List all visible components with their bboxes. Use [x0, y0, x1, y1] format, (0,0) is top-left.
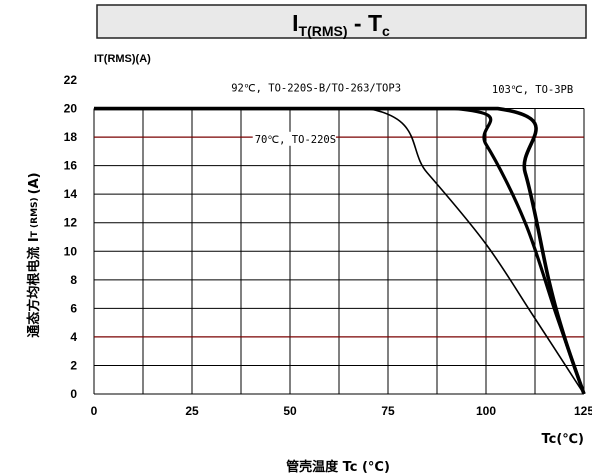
- x-tick-label: 100: [476, 404, 496, 418]
- y-tick-label: 20: [64, 102, 78, 116]
- grid: [93, 108, 585, 395]
- y-tick-label: 0: [70, 387, 77, 401]
- y-tick-label: 10: [64, 244, 78, 258]
- x-tick-label: 0: [91, 404, 98, 418]
- annotation-background: [229, 80, 405, 95]
- series-line-1: [94, 107, 585, 395]
- x-axis-title: 管壳温度 Tc (°C): [286, 459, 390, 475]
- x-tick-label: 50: [283, 404, 297, 418]
- title-box: [96, 4, 587, 39]
- x-tick-labels: 0 25 50 75 100 125: [91, 404, 592, 418]
- y-axis-title: 通态方均根电流 IT (RMS) (A): [26, 172, 42, 337]
- y-axis-title-main: 通态方均根电流 I: [26, 237, 42, 337]
- y-tick-label: 14: [64, 187, 78, 201]
- y-tick-label: 2: [70, 358, 77, 372]
- chart-title: IT(RMS) - Tc: [96, 4, 587, 39]
- annotation-label-2: 103℃, TO-3PB: [492, 84, 573, 96]
- x-tick-label: 25: [185, 404, 199, 418]
- title-main2: T: [368, 10, 382, 36]
- y-axis-title-unit: (A): [27, 172, 42, 194]
- title-text: IT(RMS) - Tc: [292, 10, 390, 39]
- y-tick-label: 16: [64, 159, 78, 173]
- x-tick-label: 125: [574, 404, 592, 418]
- x-tick-label: 75: [381, 404, 395, 418]
- y-tick-label: 18: [64, 130, 78, 144]
- y-tick-label: 22: [64, 73, 78, 87]
- title-sep: -: [348, 10, 368, 36]
- series-line-3: [94, 106, 586, 395]
- title-main: I: [292, 10, 298, 36]
- x-unit-label: Tc(℃): [542, 432, 584, 447]
- title-sub2: c: [382, 23, 390, 39]
- y-tick-label: 8: [70, 273, 77, 287]
- y-tick-label: 4: [70, 330, 77, 344]
- y-tick-labels: 0 2 4 6 8 10 12 14 16 18 20 22: [64, 73, 78, 401]
- y-unit-label: IT(RMS)(A): [94, 53, 151, 65]
- annotations: 92℃, TO-220S-B/TO-263/TOP3 103℃, TO-3PB 70…: [229, 80, 574, 146]
- annotation-background: [252, 131, 336, 146]
- y-tick-label: 12: [64, 216, 78, 230]
- y-tick-label: 6: [70, 301, 77, 315]
- annotation-label-3: 70℃, TO-220S: [255, 134, 336, 146]
- annotation-label-1: 92℃, TO-220S-B/TO-263/TOP3: [231, 82, 401, 94]
- series-lines: [94, 106, 586, 395]
- annotation-background: [489, 81, 574, 96]
- title-sub: T(RMS): [299, 23, 348, 39]
- y-axis-title-sub: T (RMS): [30, 197, 40, 237]
